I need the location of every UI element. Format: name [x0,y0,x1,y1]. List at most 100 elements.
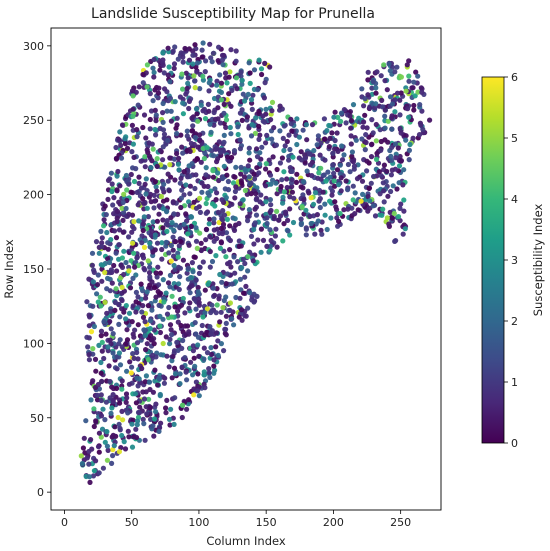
scatter-point [258,192,264,198]
scatter-point [147,326,153,332]
scatter-point [152,87,158,93]
scatter-point [198,240,204,246]
scatter-point [205,281,211,287]
scatter-point [145,303,151,309]
scatter-point [244,114,250,120]
scatter-point [159,240,165,246]
scatter-point [105,196,111,202]
scatter-point [381,188,387,194]
scatter-point [223,313,229,319]
scatter-point [307,151,313,157]
scatter-point [169,375,175,381]
scatter-point [165,72,171,78]
scatter-point [332,199,338,205]
scatter-point [338,110,345,116]
scatter-point [90,351,96,357]
scatter-point [165,137,171,144]
scatter-point [111,228,118,234]
scatter-point [102,299,108,305]
scatter-point [190,61,196,67]
scatter-point [377,127,383,133]
scatter-point [81,435,87,441]
scatter-point [241,290,247,296]
scatter-point [171,227,177,233]
colorbar [481,76,505,444]
scatter-point [178,302,185,308]
scatter-point [172,99,178,105]
scatter-point [348,125,354,131]
scatter-point [398,90,404,96]
scatter-point [243,283,249,289]
scatter-point [338,188,344,194]
scatter-point [242,187,248,194]
scatter-point [146,396,152,402]
scatter-points [78,40,433,485]
scatter-point [129,319,135,325]
scatter-point [193,277,199,283]
scatter-point [221,101,227,107]
scatter-point [235,124,241,130]
scatter-point [389,167,395,173]
scatter-point [403,137,409,143]
scatter-point [219,197,225,203]
scatter-point [303,226,309,232]
scatter-point [121,248,127,254]
scatter-point [174,339,180,345]
scatter-point [341,207,347,213]
scatter-point [260,237,267,243]
scatter-point [110,392,116,398]
scatter-point [114,188,120,194]
scatter-point [154,156,160,162]
colorbar-tick-label: 6 [511,71,518,84]
scatter-point [133,400,139,406]
scatter-point [197,132,203,138]
scatter-point [294,116,300,122]
scatter-point [250,258,256,264]
scatter-point [223,117,230,123]
scatter-point [202,332,208,338]
scatter-point [176,286,182,293]
scatter-point [177,224,183,230]
scatter-point [160,225,166,231]
scatter-point [130,106,136,112]
scatter-point [179,414,185,421]
scatter-point [180,100,186,106]
scatter-point [160,127,167,133]
scatter-point [120,199,126,205]
scatter-point [123,391,130,397]
scatter-point [411,107,417,113]
scatter-point [143,295,149,301]
scatter-point [180,337,186,344]
scatter-point [191,199,197,205]
scatter-point [427,117,433,123]
scatter-point [255,237,261,243]
scatter-point [296,134,302,140]
scatter-point [91,269,97,275]
scatter-point [99,339,105,345]
scatter-point [253,115,259,121]
scatter-point [317,196,323,202]
scatter-point [171,61,178,67]
scatter-point [281,123,287,129]
scatter-point [364,125,370,131]
scatter-point [104,429,110,435]
scatter-point [303,207,309,213]
scatter-point [397,218,403,224]
scatter-point [287,146,293,153]
scatter-point [325,169,331,175]
scatter-point [285,228,291,234]
scatter-point [235,259,241,265]
scatter-point [113,144,119,151]
scatter-point [129,88,136,94]
scatter-point [175,254,181,260]
scatter-point [350,159,356,165]
scatter-point [216,139,222,145]
scatter-point [240,91,246,97]
scatter-point [218,225,224,231]
scatter-point [223,254,229,260]
scatter-point [232,270,238,276]
scatter-point [188,275,194,281]
scatter-point [264,220,270,227]
scatter-point [184,270,190,276]
scatter-point [123,399,129,405]
